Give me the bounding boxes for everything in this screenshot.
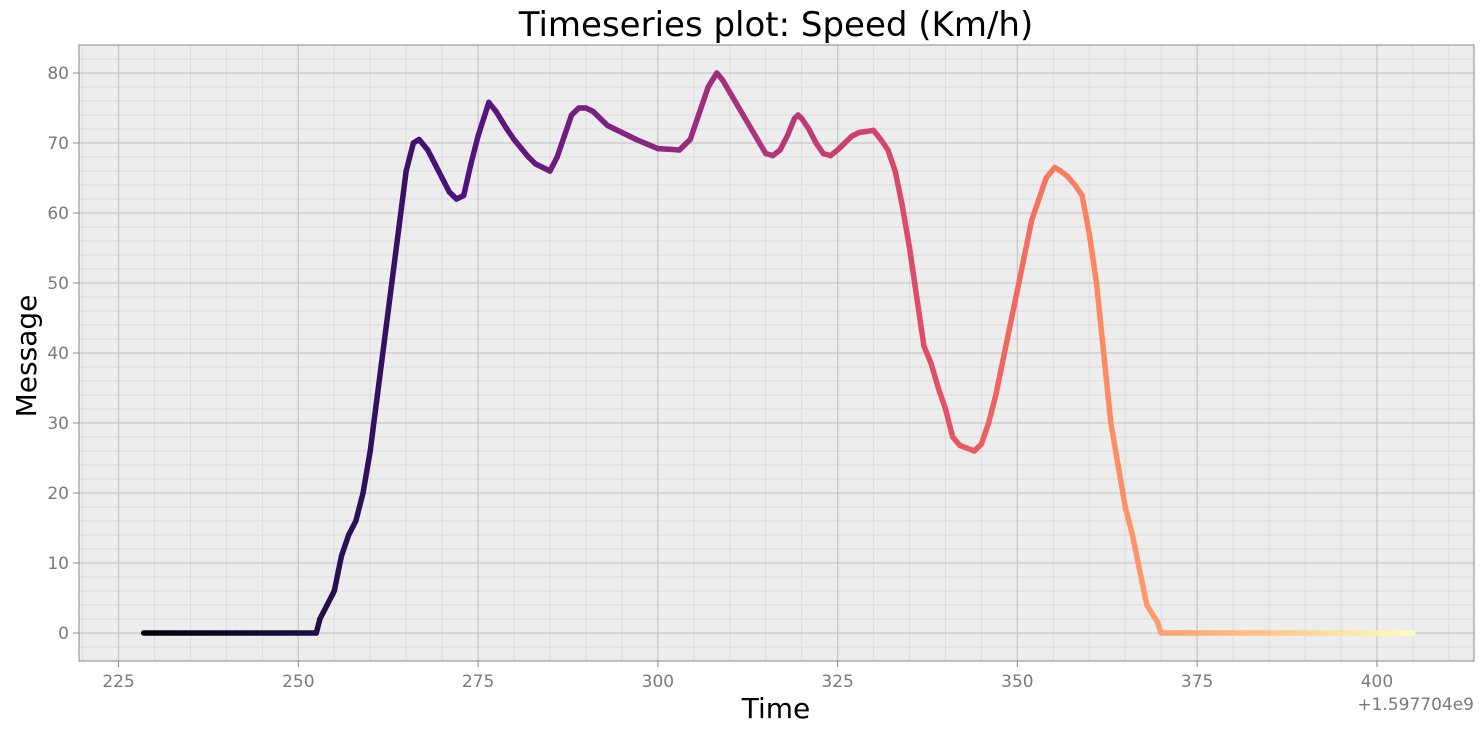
major-grid	[79, 45, 1474, 661]
y-axis-ticks: 0 10 20 30 40 50 60 70 80	[47, 64, 79, 644]
speed-line-segment	[389, 224, 402, 286]
y-tick-label: 40	[47, 344, 69, 364]
speed-line-segment	[1000, 322, 1013, 363]
speed-line-segment	[403, 140, 417, 174]
speed-line-segment	[935, 385, 949, 412]
x-tick-label: 350	[1001, 672, 1033, 692]
speed-line-segment	[1014, 252, 1028, 293]
y-tick-label: 80	[47, 64, 69, 84]
y-tick-label: 0	[58, 624, 69, 644]
speed-line-segment	[353, 490, 366, 524]
x-axis-label: Time	[741, 692, 811, 725]
speed-line-segment	[1108, 420, 1121, 468]
speed-line-segment	[913, 294, 927, 349]
speed-line-segment	[475, 99, 492, 139]
y-tick-label: 20	[47, 484, 69, 504]
speed-line-segment	[381, 280, 395, 342]
x-tick-label: 400	[1361, 672, 1393, 692]
speed-line-segment	[942, 406, 956, 440]
speed-line-segment	[885, 147, 898, 174]
speed-line-segment	[691, 105, 704, 132]
speed-line-segment	[978, 420, 992, 447]
speed-line-segment	[928, 360, 942, 391]
speed-line-segment	[460, 161, 474, 199]
x-tick-label: 300	[642, 672, 674, 692]
speed-line-segment	[1136, 567, 1150, 608]
x-tick-label: 275	[462, 672, 494, 692]
speed-line-segment	[396, 168, 409, 230]
speed-line-segment	[1144, 602, 1161, 626]
y-tick-label: 70	[47, 134, 69, 154]
speed-line-segment	[374, 336, 388, 398]
speed-line-segment	[899, 203, 913, 251]
speed-line-segment	[993, 357, 1006, 398]
speed-line-segment	[1021, 217, 1035, 258]
speed-line-segment	[468, 133, 481, 167]
x-axis-ticks: 225 250 275 300 325 350 375 400	[102, 661, 1393, 692]
speed-line-segment	[698, 84, 711, 111]
speed-line-segment	[338, 532, 352, 559]
y-tick-label: 50	[47, 274, 69, 294]
y-axis-label: Message	[10, 295, 43, 418]
speed-line-segment	[985, 392, 999, 426]
speed-line-segment	[554, 133, 568, 160]
speed-line-segment	[1036, 175, 1049, 202]
speed-line-segment	[367, 392, 381, 454]
speed-line-segment	[1079, 192, 1093, 237]
x-tick-label: 250	[282, 672, 314, 692]
speed-line-segment	[1029, 196, 1042, 223]
x-tick-label: 225	[102, 672, 134, 692]
y-tick-label: 60	[47, 204, 69, 224]
speed-line	[140, 70, 1416, 636]
speed-line-segment	[1122, 504, 1136, 538]
y-tick-label: 10	[47, 554, 69, 574]
y-tick-label: 30	[47, 414, 69, 434]
speed-line-segment	[906, 245, 920, 300]
speed-line-segment	[921, 343, 934, 367]
x-tick-label: 375	[1181, 672, 1213, 692]
speed-line-segment	[331, 553, 345, 594]
speed-line-segment	[1100, 350, 1114, 426]
speed-line-segment	[493, 108, 510, 132]
speed-line-segment	[892, 168, 906, 209]
x-tick-label: 325	[821, 672, 853, 692]
speed-line-segment	[784, 115, 798, 139]
speed-line-segment	[1115, 462, 1128, 510]
speed-line-segment	[1093, 280, 1107, 356]
chart-title: Timeseries plot: Speed (Km/h)	[518, 5, 1033, 45]
speed-line-segment	[1129, 532, 1143, 573]
speed-line-segment	[360, 448, 373, 496]
speed-line-segment	[1086, 231, 1100, 286]
speed-line-segment	[1007, 287, 1021, 328]
x-axis-offset-label: +1.597704e9	[1357, 695, 1474, 715]
speed-line-segment	[561, 112, 575, 139]
